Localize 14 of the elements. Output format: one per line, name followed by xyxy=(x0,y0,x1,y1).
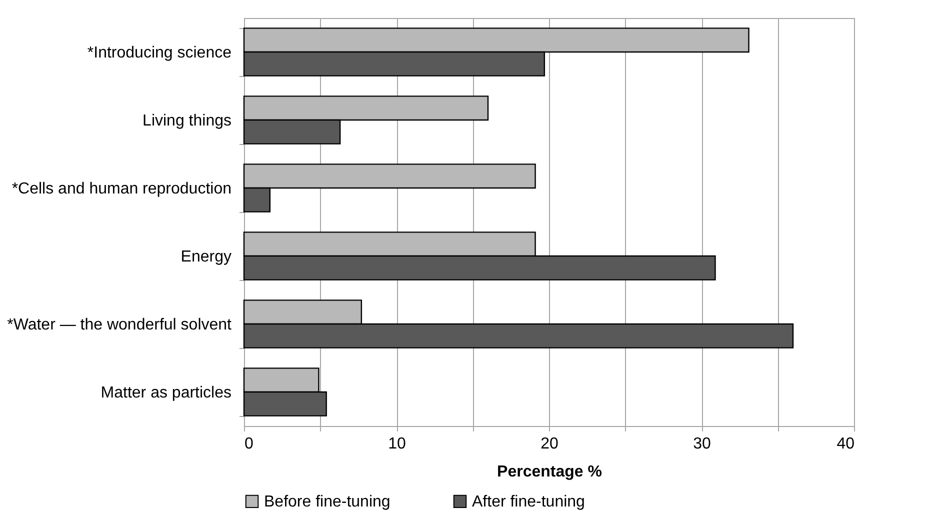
y-tick-label: *Water — the wonderful solvent xyxy=(7,316,232,334)
y-tick-label: Energy xyxy=(180,248,232,266)
x-tick-label: 20 xyxy=(540,436,558,452)
y-tick-label: Living things xyxy=(142,112,232,130)
x-tick-label: 10 xyxy=(388,436,406,452)
legend-label: After fine-tuning xyxy=(472,493,585,510)
y-tick-label: *Cells and human reproduction xyxy=(12,180,232,198)
legend-label: Before fine-tuning xyxy=(264,493,390,510)
y-tick-label: *Introducing science xyxy=(87,44,232,62)
x-tick-label: 40 xyxy=(836,436,855,452)
x-tick-label: 30 xyxy=(693,436,711,452)
x-tick-label: 0 xyxy=(244,436,254,452)
x-axis-title: Percentage % xyxy=(497,464,602,480)
y-tick-label: Matter as particles xyxy=(100,384,232,402)
